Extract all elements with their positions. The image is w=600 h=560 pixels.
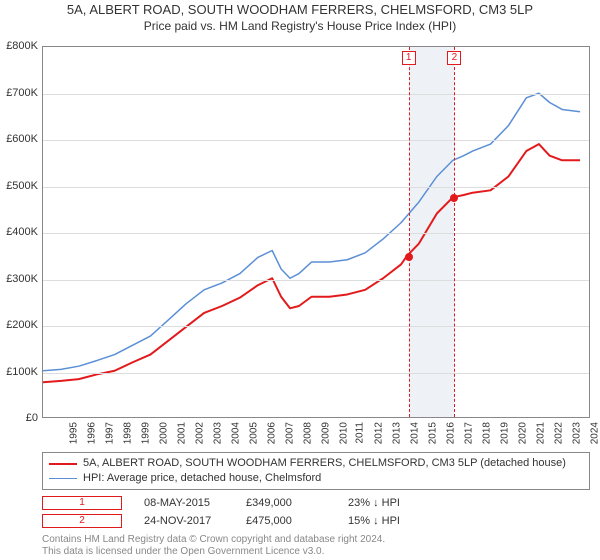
legend-swatch-property: [49, 463, 77, 465]
x-tick-label: 2000: [158, 422, 169, 444]
x-tick-label: 2006: [266, 422, 277, 444]
x-tick-label: 2019: [499, 422, 510, 444]
x-tick-label: 1996: [86, 422, 97, 444]
footer-attribution: Contains HM Land Registry data © Crown c…: [42, 534, 385, 558]
sale-delta: 15% ↓ HPI: [348, 515, 428, 527]
sale-row: 2 24-NOV-2017 £475,000 15% ↓ HPI: [42, 512, 590, 530]
legend-label-hpi: HPI: Average price, detached house, Chel…: [83, 471, 321, 486]
gridline: [43, 326, 589, 327]
sale-marker-top: 2: [447, 51, 461, 65]
footer-line: This data is licensed under the Open Gov…: [42, 546, 385, 558]
footer-line: Contains HM Land Registry data © Crown c…: [42, 534, 385, 546]
reference-line: [454, 47, 455, 417]
sales-legend: 1 08-MAY-2015 £349,000 23% ↓ HPI 2 24-NO…: [42, 494, 590, 530]
x-tick-label: 2004: [230, 422, 241, 444]
x-tick-label: 2015: [428, 422, 439, 444]
x-tick-label: 2012: [374, 422, 385, 444]
x-tick-label: 2003: [212, 422, 223, 444]
x-tick-label: 2020: [517, 422, 528, 444]
x-tick-label: 2021: [535, 422, 546, 444]
chart-subtitle: Price paid vs. HM Land Registry's House …: [0, 19, 600, 33]
data-point-marker: [405, 253, 413, 261]
x-tick-label: 1997: [104, 422, 115, 444]
y-tick-label: £200K: [0, 319, 38, 331]
y-tick-label: £800K: [0, 40, 38, 52]
y-tick-label: £400K: [0, 226, 38, 238]
x-tick-label: 1999: [140, 422, 151, 444]
gridline: [43, 373, 589, 374]
x-tick-label: 1995: [68, 422, 79, 444]
x-tick-label: 2010: [338, 422, 349, 444]
y-tick-label: £500K: [0, 180, 38, 192]
x-tick-label: 2008: [302, 422, 313, 444]
x-tick-label: 2013: [392, 422, 403, 444]
gridline: [43, 280, 589, 281]
chart-plot-area: 12: [42, 46, 590, 418]
data-point-marker: [450, 194, 458, 202]
x-tick-label: 2014: [410, 422, 421, 444]
gridline: [43, 140, 589, 141]
legend-label-property: 5A, ALBERT ROAD, SOUTH WOODHAM FERRERS, …: [83, 456, 566, 471]
sale-marker-2: 2: [42, 514, 122, 528]
x-tick-label: 2016: [446, 422, 457, 444]
sale-date: 08-MAY-2015: [144, 497, 224, 509]
y-tick-label: £300K: [0, 273, 38, 285]
x-tick-label: 2017: [464, 422, 475, 444]
gridline: [43, 233, 589, 234]
gridline: [43, 94, 589, 95]
y-tick-label: £0: [0, 412, 38, 424]
series-legend: 5A, ALBERT ROAD, SOUTH WOODHAM FERRERS, …: [42, 452, 590, 490]
reference-line: [409, 47, 410, 417]
gridline: [43, 187, 589, 188]
legend-entry-property: 5A, ALBERT ROAD, SOUTH WOODHAM FERRERS, …: [49, 456, 583, 471]
y-tick-label: £100K: [0, 366, 38, 378]
y-tick-label: £600K: [0, 133, 38, 145]
x-tick-label: 2018: [481, 422, 492, 444]
chart-title: 5A, ALBERT ROAD, SOUTH WOODHAM FERRERS, …: [0, 2, 600, 17]
sale-price: £349,000: [246, 497, 326, 509]
sale-marker-1: 1: [42, 496, 122, 510]
x-tick-label: 2009: [320, 422, 331, 444]
x-tick-label: 2001: [176, 422, 187, 444]
series-line-hpi: [43, 93, 580, 371]
legend-entry-hpi: HPI: Average price, detached house, Chel…: [49, 471, 583, 486]
sale-marker-top: 1: [402, 51, 416, 65]
x-tick-label: 2011: [355, 422, 366, 444]
sale-date: 24-NOV-2017: [144, 515, 224, 527]
x-tick-label: 1998: [122, 422, 133, 444]
x-tick-label: 2022: [553, 422, 564, 444]
x-tick-label: 2007: [284, 422, 295, 444]
y-tick-label: £700K: [0, 87, 38, 99]
legend-swatch-hpi: [49, 478, 77, 479]
x-tick-label: 2005: [248, 422, 259, 444]
sale-delta: 23% ↓ HPI: [348, 497, 428, 509]
series-line-property: [43, 144, 580, 382]
x-tick-label: 2002: [194, 422, 205, 444]
x-tick-label: 2023: [571, 422, 582, 444]
x-tick-label: 2024: [589, 422, 600, 444]
sale-price: £475,000: [246, 515, 326, 527]
sale-row: 1 08-MAY-2015 £349,000 23% ↓ HPI: [42, 494, 590, 512]
